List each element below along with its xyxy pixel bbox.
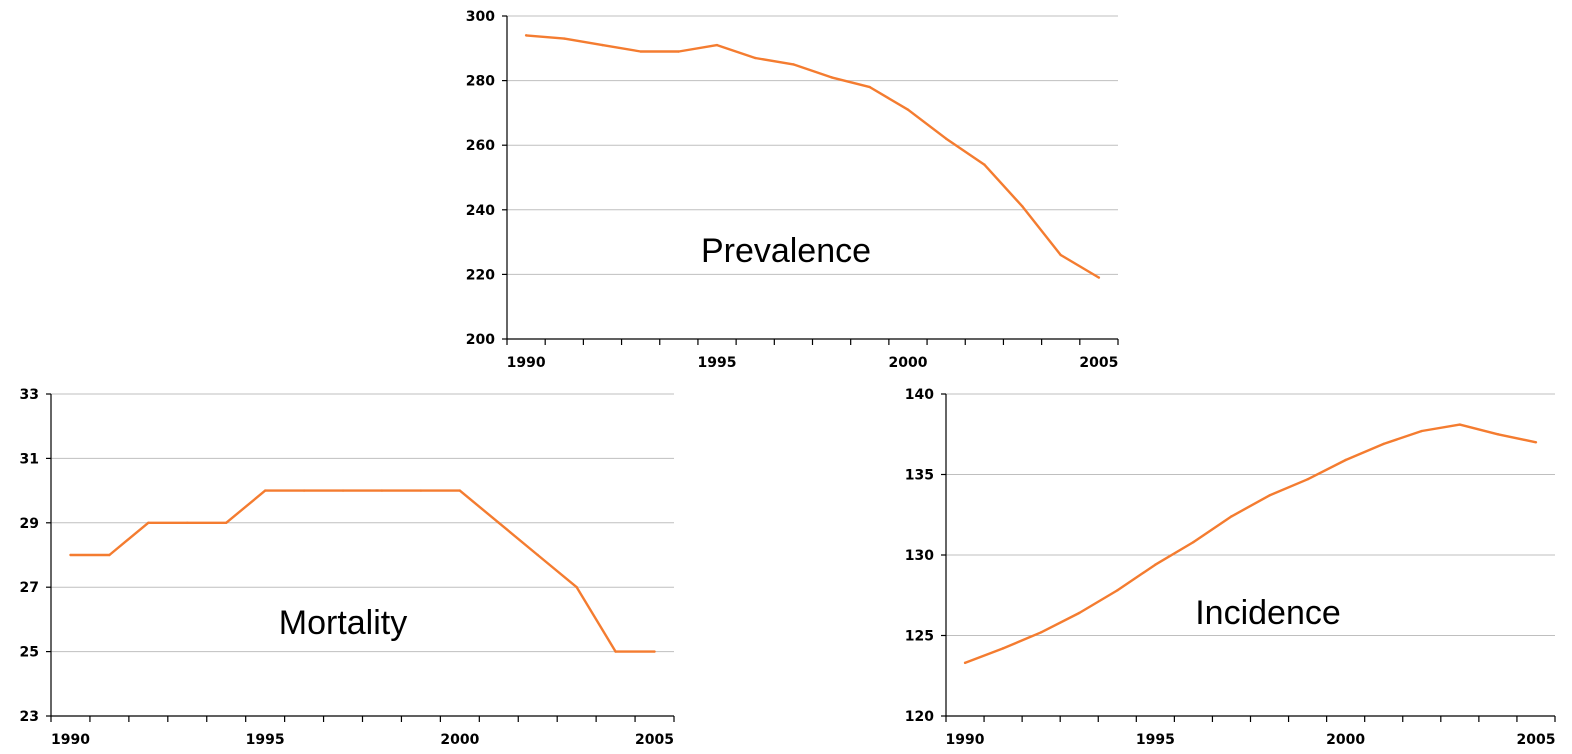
mortality-data-point (147, 521, 150, 524)
mortality-x-tick-label: 2000 (440, 732, 479, 748)
mortality-y-tick-label: 27 (20, 580, 39, 596)
incidence-y-tick-label: 130 (905, 548, 934, 564)
prevalence-y-tick-label: 280 (466, 74, 495, 90)
incidence-data-point (1458, 423, 1462, 426)
incidence-x-tick-label: 1990 (946, 732, 985, 748)
mortality-x-tick-label: 1990 (51, 732, 90, 748)
prevalence-data-point (830, 76, 833, 79)
incidence-y-tick-label: 140 (905, 387, 934, 403)
incidence-data-point (1078, 611, 1081, 615)
prevalence-data-point (1097, 276, 1101, 279)
incidence-y-tick-label: 135 (905, 468, 934, 484)
mortality-data-point (302, 489, 306, 492)
incidence-data-point (1192, 540, 1195, 544)
mortality-y-tick-label: 31 (20, 451, 39, 467)
incidence-data-point (1001, 647, 1005, 650)
prevalence-data-point (792, 63, 795, 66)
incidence-data-point (1496, 433, 1500, 436)
incidence-data-point (1382, 442, 1385, 446)
prevalence-data-point (639, 50, 642, 53)
mortality-y-tick-label: 33 (20, 387, 39, 403)
incidence-data-point (963, 661, 967, 665)
incidence-x-tick-label: 2005 (1516, 732, 1555, 748)
mortality-y-tick-label: 29 (20, 516, 39, 532)
mortality-data-point (458, 489, 462, 492)
prevalence-data-point (754, 56, 757, 60)
prevalence-data-point (1059, 253, 1062, 257)
incidence-data-point (1344, 458, 1347, 462)
mortality-y-tick-label: 23 (20, 709, 39, 725)
mortality-data-point (536, 553, 539, 557)
prevalence-x-tick-label: 2000 (888, 355, 927, 371)
incidence-data-point (1230, 515, 1233, 518)
mortality-data-point (225, 521, 228, 524)
incidence-x-tick-label: 1995 (1136, 732, 1175, 748)
mortality-data-point (497, 521, 500, 524)
prevalence-y-tick-label: 300 (466, 9, 495, 25)
mortality-x-tick-label: 1995 (246, 732, 285, 748)
mortality-data-point (263, 489, 267, 492)
mortality-data-point (341, 489, 345, 492)
mortality-data-point (575, 586, 578, 589)
prevalence-series-line (525, 34, 1100, 279)
prevalence-data-point (1021, 205, 1024, 208)
prevalence-y-tick-label: 240 (466, 203, 495, 219)
incidence-data-point (1268, 494, 1271, 497)
prevalence-x-tick-label: 1995 (698, 355, 737, 371)
incidence-data-point (1154, 563, 1157, 566)
prevalence-y-tick-label: 260 (466, 138, 495, 154)
prevalence-x-tick-label: 1990 (507, 355, 546, 371)
incidence-series-line (964, 423, 1537, 665)
mortality-data-point (186, 521, 189, 524)
prevalence-data-point (601, 43, 604, 47)
mortality-y-tick-label: 25 (20, 645, 39, 661)
mortality-title: Mortality (279, 604, 407, 642)
incidence-data-point (1116, 589, 1119, 592)
prevalence-title: Prevalence (701, 232, 871, 270)
prevalence-data-point (524, 34, 528, 37)
prevalence-data-point (563, 37, 566, 40)
incidence-y-tick-label: 120 (905, 709, 934, 725)
mortality-data-point (419, 489, 423, 492)
incidence-data-point (1420, 429, 1423, 433)
prevalence-y-tick-label: 200 (466, 332, 495, 348)
incidence-title: Incidence (1195, 594, 1341, 632)
prevalence-data-point (868, 85, 871, 89)
mortality-data-point (380, 489, 384, 492)
mortality-data-point (653, 650, 656, 653)
incidence-data-point (1306, 478, 1309, 481)
prevalence-data-point (677, 50, 681, 53)
mortality-data-point (69, 553, 72, 557)
mortality-data-point (108, 553, 111, 557)
prevalence-x-tick-label: 2005 (1079, 355, 1118, 371)
mortality-data-point (614, 650, 617, 653)
incidence-y-tick-label: 125 (905, 629, 934, 645)
mortality-x-tick-label: 2005 (635, 732, 674, 748)
prevalence-data-point (715, 43, 719, 47)
prevalence-data-point (944, 137, 948, 140)
incidence-x-tick-label: 2000 (1326, 732, 1365, 748)
incidence-data-point (1534, 441, 1538, 444)
prevalence-data-point (983, 163, 986, 166)
incidence-data-point (1039, 631, 1043, 634)
prevalence-y-tick-label: 220 (466, 267, 495, 283)
prevalence-data-point (906, 108, 910, 111)
mortality-series-line (70, 489, 655, 653)
